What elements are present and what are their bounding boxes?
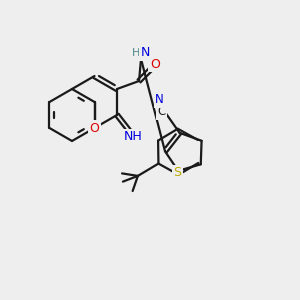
- Text: O: O: [150, 58, 160, 70]
- Text: N: N: [155, 93, 164, 106]
- Text: N: N: [140, 46, 150, 59]
- Text: H: H: [132, 48, 140, 58]
- Text: S: S: [173, 166, 181, 179]
- Text: O: O: [90, 122, 100, 134]
- Text: C: C: [157, 105, 166, 118]
- Text: NH: NH: [124, 130, 142, 143]
